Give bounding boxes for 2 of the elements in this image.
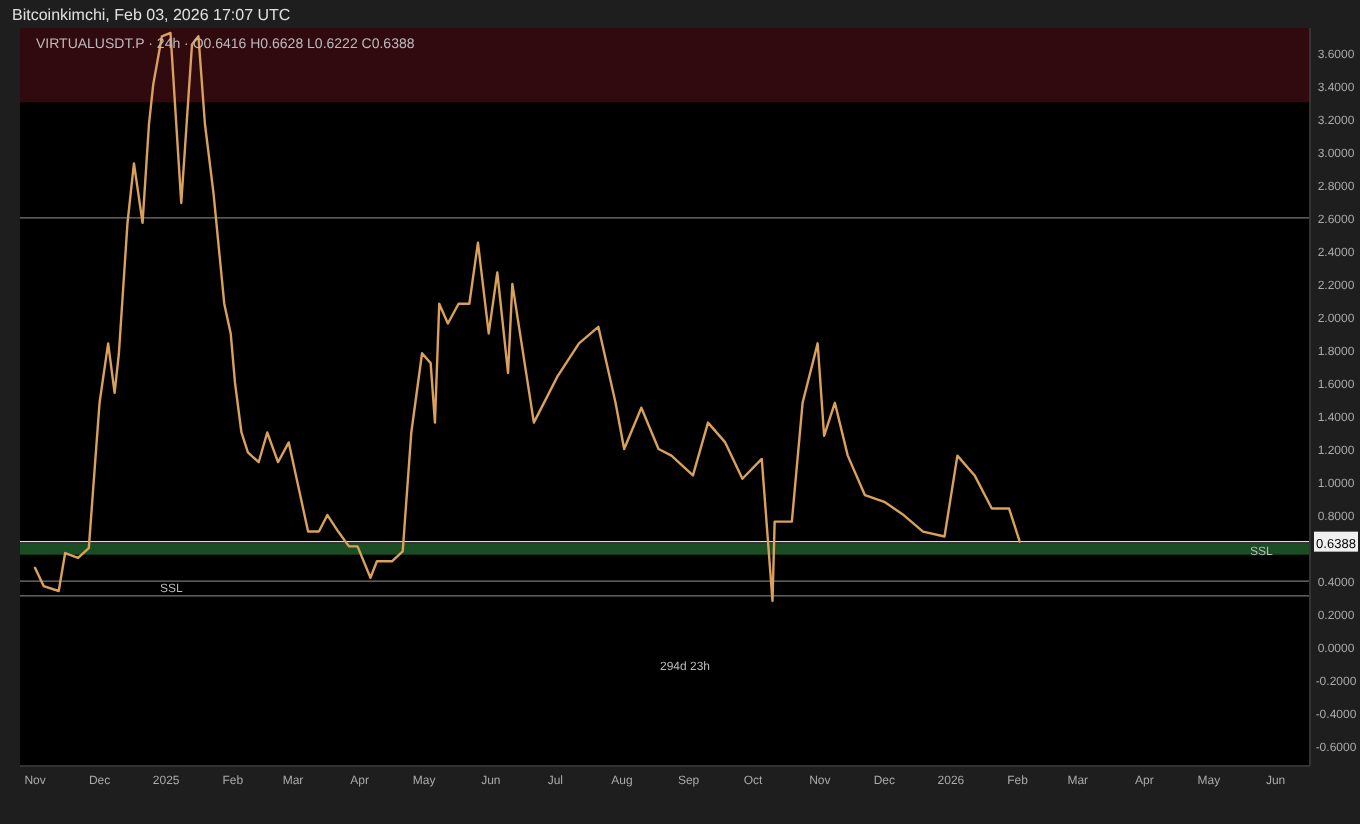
line-series — [33, 31, 1021, 603]
chart-subtitle: Bitcoinkimchi, Feb 03, 2026 17:07 UTC — [12, 6, 291, 24]
